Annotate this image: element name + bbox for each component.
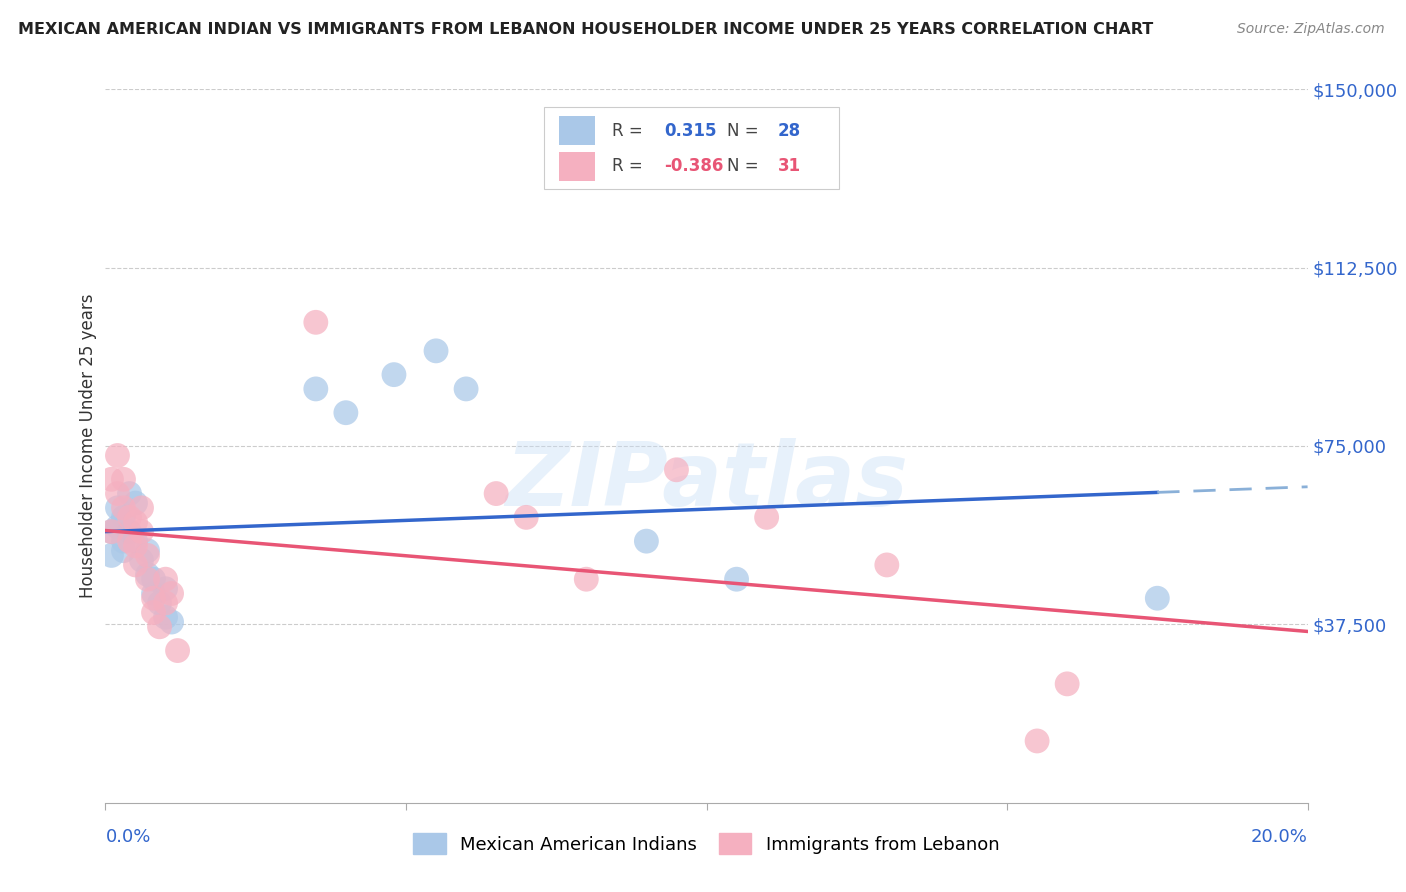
Text: 28: 28: [778, 121, 800, 139]
Point: [100, 524, 122, 539]
Text: 31: 31: [778, 157, 800, 175]
Point: [454, 382, 477, 396]
Point: [305, 382, 328, 396]
Legend: Mexican American Indians, Immigrants from Lebanon: Mexican American Indians, Immigrants fro…: [406, 826, 1007, 862]
Point: [100, 472, 122, 486]
Text: -0.386: -0.386: [665, 157, 724, 175]
Text: N =: N =: [727, 157, 763, 175]
Text: N =: N =: [727, 121, 763, 139]
Point: [124, 515, 146, 529]
Point: [142, 586, 165, 600]
Text: 20.0%: 20.0%: [1251, 828, 1308, 846]
Text: Source: ZipAtlas.com: Source: ZipAtlas.com: [1237, 22, 1385, 37]
Point: [876, 558, 898, 572]
Point: [107, 500, 129, 515]
Point: [107, 520, 129, 534]
Point: [575, 572, 598, 586]
Point: [485, 486, 508, 500]
Point: [118, 486, 141, 500]
Bar: [558, 116, 595, 145]
Text: R =: R =: [612, 121, 648, 139]
Bar: [558, 152, 595, 180]
Point: [112, 510, 135, 524]
Point: [100, 549, 122, 563]
Point: [160, 586, 183, 600]
Point: [335, 406, 357, 420]
Point: [142, 606, 165, 620]
Point: [118, 524, 141, 539]
Point: [148, 620, 170, 634]
Point: [155, 582, 177, 596]
Point: [124, 558, 146, 572]
Point: [515, 510, 537, 524]
Point: [725, 572, 748, 586]
Point: [382, 368, 405, 382]
FancyBboxPatch shape: [544, 107, 839, 189]
Point: [124, 496, 146, 510]
Point: [131, 524, 153, 539]
Point: [1056, 677, 1078, 691]
Point: [112, 500, 135, 515]
Point: [112, 543, 135, 558]
Point: [124, 534, 146, 549]
Point: [155, 610, 177, 624]
Text: 0.0%: 0.0%: [105, 828, 150, 846]
Point: [148, 596, 170, 610]
Point: [665, 463, 688, 477]
Point: [1146, 591, 1168, 606]
Point: [136, 549, 159, 563]
Point: [160, 615, 183, 629]
Point: [755, 510, 778, 524]
Text: MEXICAN AMERICAN INDIAN VS IMMIGRANTS FROM LEBANON HOUSEHOLDER INCOME UNDER 25 Y: MEXICAN AMERICAN INDIAN VS IMMIGRANTS FR…: [18, 22, 1153, 37]
Point: [131, 553, 153, 567]
Point: [112, 534, 135, 549]
Point: [636, 534, 658, 549]
Point: [118, 534, 141, 549]
Point: [136, 543, 159, 558]
Point: [107, 486, 129, 500]
Text: ZIPatlas: ZIPatlas: [505, 438, 908, 525]
Point: [136, 572, 159, 586]
Point: [166, 643, 188, 657]
Text: 0.315: 0.315: [665, 121, 717, 139]
Point: [155, 596, 177, 610]
Point: [425, 343, 447, 358]
Point: [124, 539, 146, 553]
Point: [107, 449, 129, 463]
Point: [142, 572, 165, 586]
Point: [1026, 734, 1049, 748]
Text: R =: R =: [612, 157, 648, 175]
Point: [131, 500, 153, 515]
Point: [142, 591, 165, 606]
Point: [136, 567, 159, 582]
Point: [112, 472, 135, 486]
Point: [305, 315, 328, 329]
Point: [155, 572, 177, 586]
Y-axis label: Householder Income Under 25 years: Householder Income Under 25 years: [79, 293, 97, 599]
Point: [118, 510, 141, 524]
Point: [100, 524, 122, 539]
